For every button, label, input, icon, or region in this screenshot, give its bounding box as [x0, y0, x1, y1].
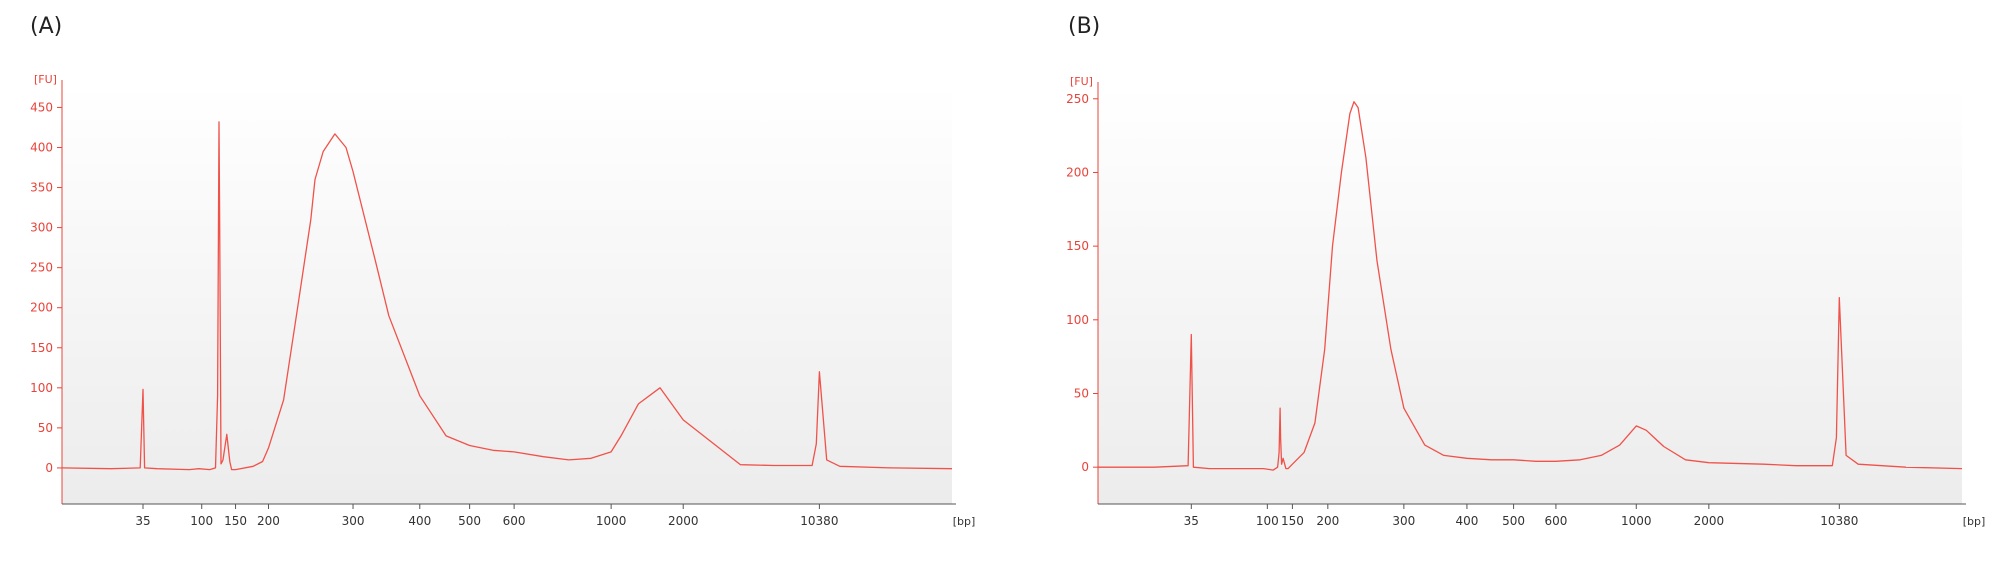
y-tick-label-b: 100: [1066, 313, 1089, 327]
x-tick-label-b: 100: [1256, 514, 1279, 528]
x-tick-label-a: 600: [503, 514, 526, 528]
y-tick-label-b: 150: [1066, 239, 1089, 253]
x-tick-label-a: 200: [257, 514, 280, 528]
x-tick-label-a: 100: [190, 514, 213, 528]
x-axis-unit-a: [bp]: [953, 515, 976, 528]
y-tick-label-a: 50: [38, 421, 53, 435]
x-tick-label-b: 2000: [1694, 514, 1725, 528]
x-tick-label-b: 400: [1455, 514, 1478, 528]
y-tick-label-a: 200: [30, 301, 53, 315]
x-tick-label-b: 1000: [1621, 514, 1652, 528]
x-tick-label-b: 300: [1392, 514, 1415, 528]
x-tick-label-a: 500: [458, 514, 481, 528]
x-tick-label-a: 1000: [596, 514, 627, 528]
y-tick-label-a: 150: [30, 341, 53, 355]
x-tick-label-b: 35: [1184, 514, 1199, 528]
y-tick-label-a: 250: [30, 261, 53, 275]
x-tick-label-a: 10380: [800, 514, 838, 528]
x-axis-unit-b: [bp]: [1963, 515, 1986, 528]
chart-a: 0 50 100 150 200 250 300 350 400 450 [FU] 35 100 150 2…: [30, 73, 975, 528]
x-tick-label-b: 500: [1502, 514, 1525, 528]
y-tick-label-a: 0: [45, 461, 53, 475]
x-tick-label-b: 10380: [1820, 514, 1858, 528]
x-tick-label-b: 150: [1281, 514, 1304, 528]
plot-area-a: [62, 85, 952, 504]
y-tick-label-b: 250: [1066, 92, 1089, 106]
plot-area-b: [1098, 87, 1962, 504]
x-tick-label-a: 2000: [668, 514, 699, 528]
x-tick-label-a: 150: [224, 514, 247, 528]
y-tick-label-a: 400: [30, 140, 53, 154]
panel-a-label: (A): [30, 14, 63, 39]
y-tick-label-b: 200: [1066, 165, 1089, 179]
y-tick-label-b: 50: [1074, 386, 1089, 400]
trace-line-a: [61, 121, 953, 471]
trace-line-b: [1098, 101, 1963, 471]
y-tick-label-a: 450: [30, 100, 53, 114]
x-tick-label-b: 600: [1544, 514, 1567, 528]
panel-b-label: (B): [1068, 14, 1101, 39]
y-axis-unit-b: [FU]: [1070, 75, 1093, 88]
y-tick-label-b: 0: [1081, 460, 1089, 474]
y-tick-label-a: 350: [30, 181, 53, 195]
y-tick-label-a: 300: [30, 221, 53, 235]
x-tick-label-a: 400: [408, 514, 431, 528]
x-tick-label-b: 200: [1316, 514, 1339, 528]
x-tick-label-a: 300: [342, 514, 365, 528]
y-axis-unit-a: [FU]: [34, 73, 57, 86]
y-tick-label-a: 100: [30, 381, 53, 395]
x-tick-label-a: 35: [135, 514, 150, 528]
